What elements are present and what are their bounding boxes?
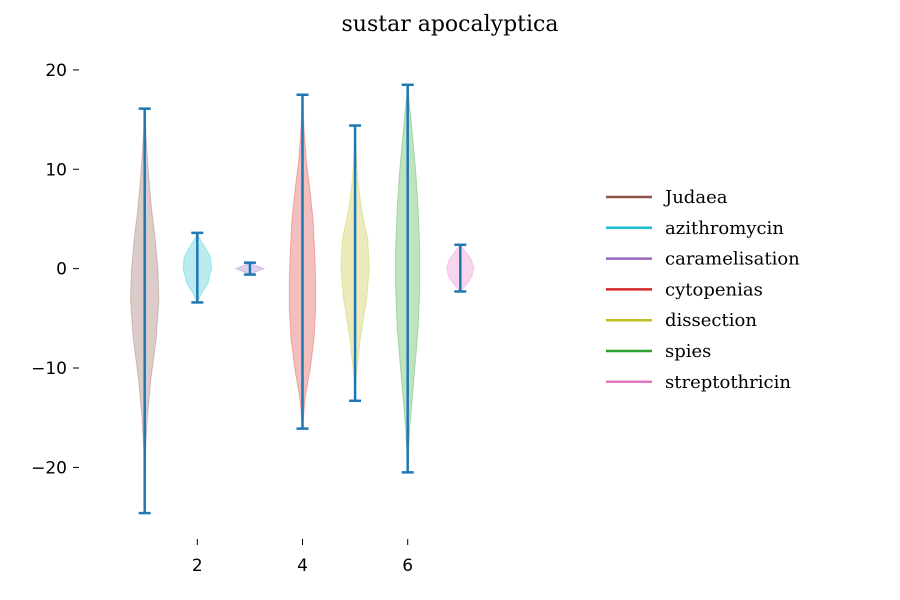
- legend-item: spies: [606, 341, 711, 362]
- x-tick-label: 4: [297, 556, 308, 576]
- legend-label: Judaea: [663, 187, 728, 208]
- legend-label: cytopenias: [665, 279, 763, 300]
- violin-spies: [395, 83, 421, 474]
- legend-item: streptothricin: [606, 372, 791, 393]
- legend-label: spies: [665, 341, 711, 362]
- legend-item: caramelisation: [606, 249, 800, 270]
- legend-label: caramelisation: [665, 249, 800, 270]
- violin-streptothricin: [446, 243, 475, 293]
- legend-item: Judaea: [606, 187, 728, 208]
- legend-item: azithromycin: [606, 218, 784, 239]
- legend-label: azithromycin: [665, 218, 784, 239]
- y-tick-label: −20: [31, 458, 67, 478]
- legend-label: streptothricin: [665, 372, 791, 393]
- legend-label: dissection: [665, 310, 757, 331]
- legend: Judaea azithromycin caramelisation cytopeni…: [606, 187, 800, 393]
- chart-title: sustar apocalyptica: [342, 12, 559, 37]
- x-tick-label: 6: [402, 556, 413, 576]
- violin-group: [130, 83, 475, 515]
- x-axis: 2 4 6: [192, 539, 413, 576]
- x-tick-label: 2: [192, 556, 203, 576]
- legend-item: dissection: [606, 310, 757, 331]
- violin-judaea: [130, 107, 160, 515]
- y-tick-label: 0: [56, 260, 67, 280]
- y-tick-label: −10: [31, 359, 67, 379]
- violin-azithromycin: [182, 231, 213, 304]
- y-tick-label: 10: [45, 160, 67, 180]
- violin-caramelisation: [234, 261, 266, 276]
- y-axis: 20 10 0 −10 −20: [31, 61, 79, 478]
- violin-cytopenias: [288, 93, 317, 430]
- y-tick-label: 20: [45, 61, 67, 81]
- legend-item: cytopenias: [606, 279, 763, 300]
- violin-dissection: [340, 124, 370, 403]
